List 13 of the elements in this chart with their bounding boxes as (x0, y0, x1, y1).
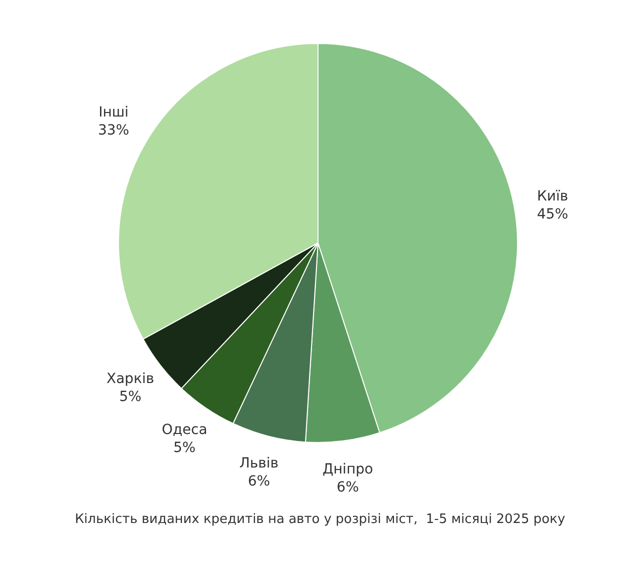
slice-label: Інші (98, 104, 129, 121)
slice-label: Київ (536, 188, 568, 204)
data-label: 6% (248, 474, 270, 490)
data-label: 33% (98, 122, 130, 139)
slice-label: Одеса (162, 422, 208, 438)
data-label: 6% (336, 479, 359, 496)
data-label: 5% (173, 440, 196, 456)
data-label: 45% (537, 206, 568, 222)
slice-label: Харків (106, 371, 154, 388)
slice-label: Львів (239, 456, 279, 472)
slice-label: Дніпро (322, 461, 374, 478)
text: Кількість виданих кредитів на авто у розрізі міст, 1-5 місяці 2025 року (74, 512, 566, 527)
data-label: 5% (119, 389, 142, 406)
